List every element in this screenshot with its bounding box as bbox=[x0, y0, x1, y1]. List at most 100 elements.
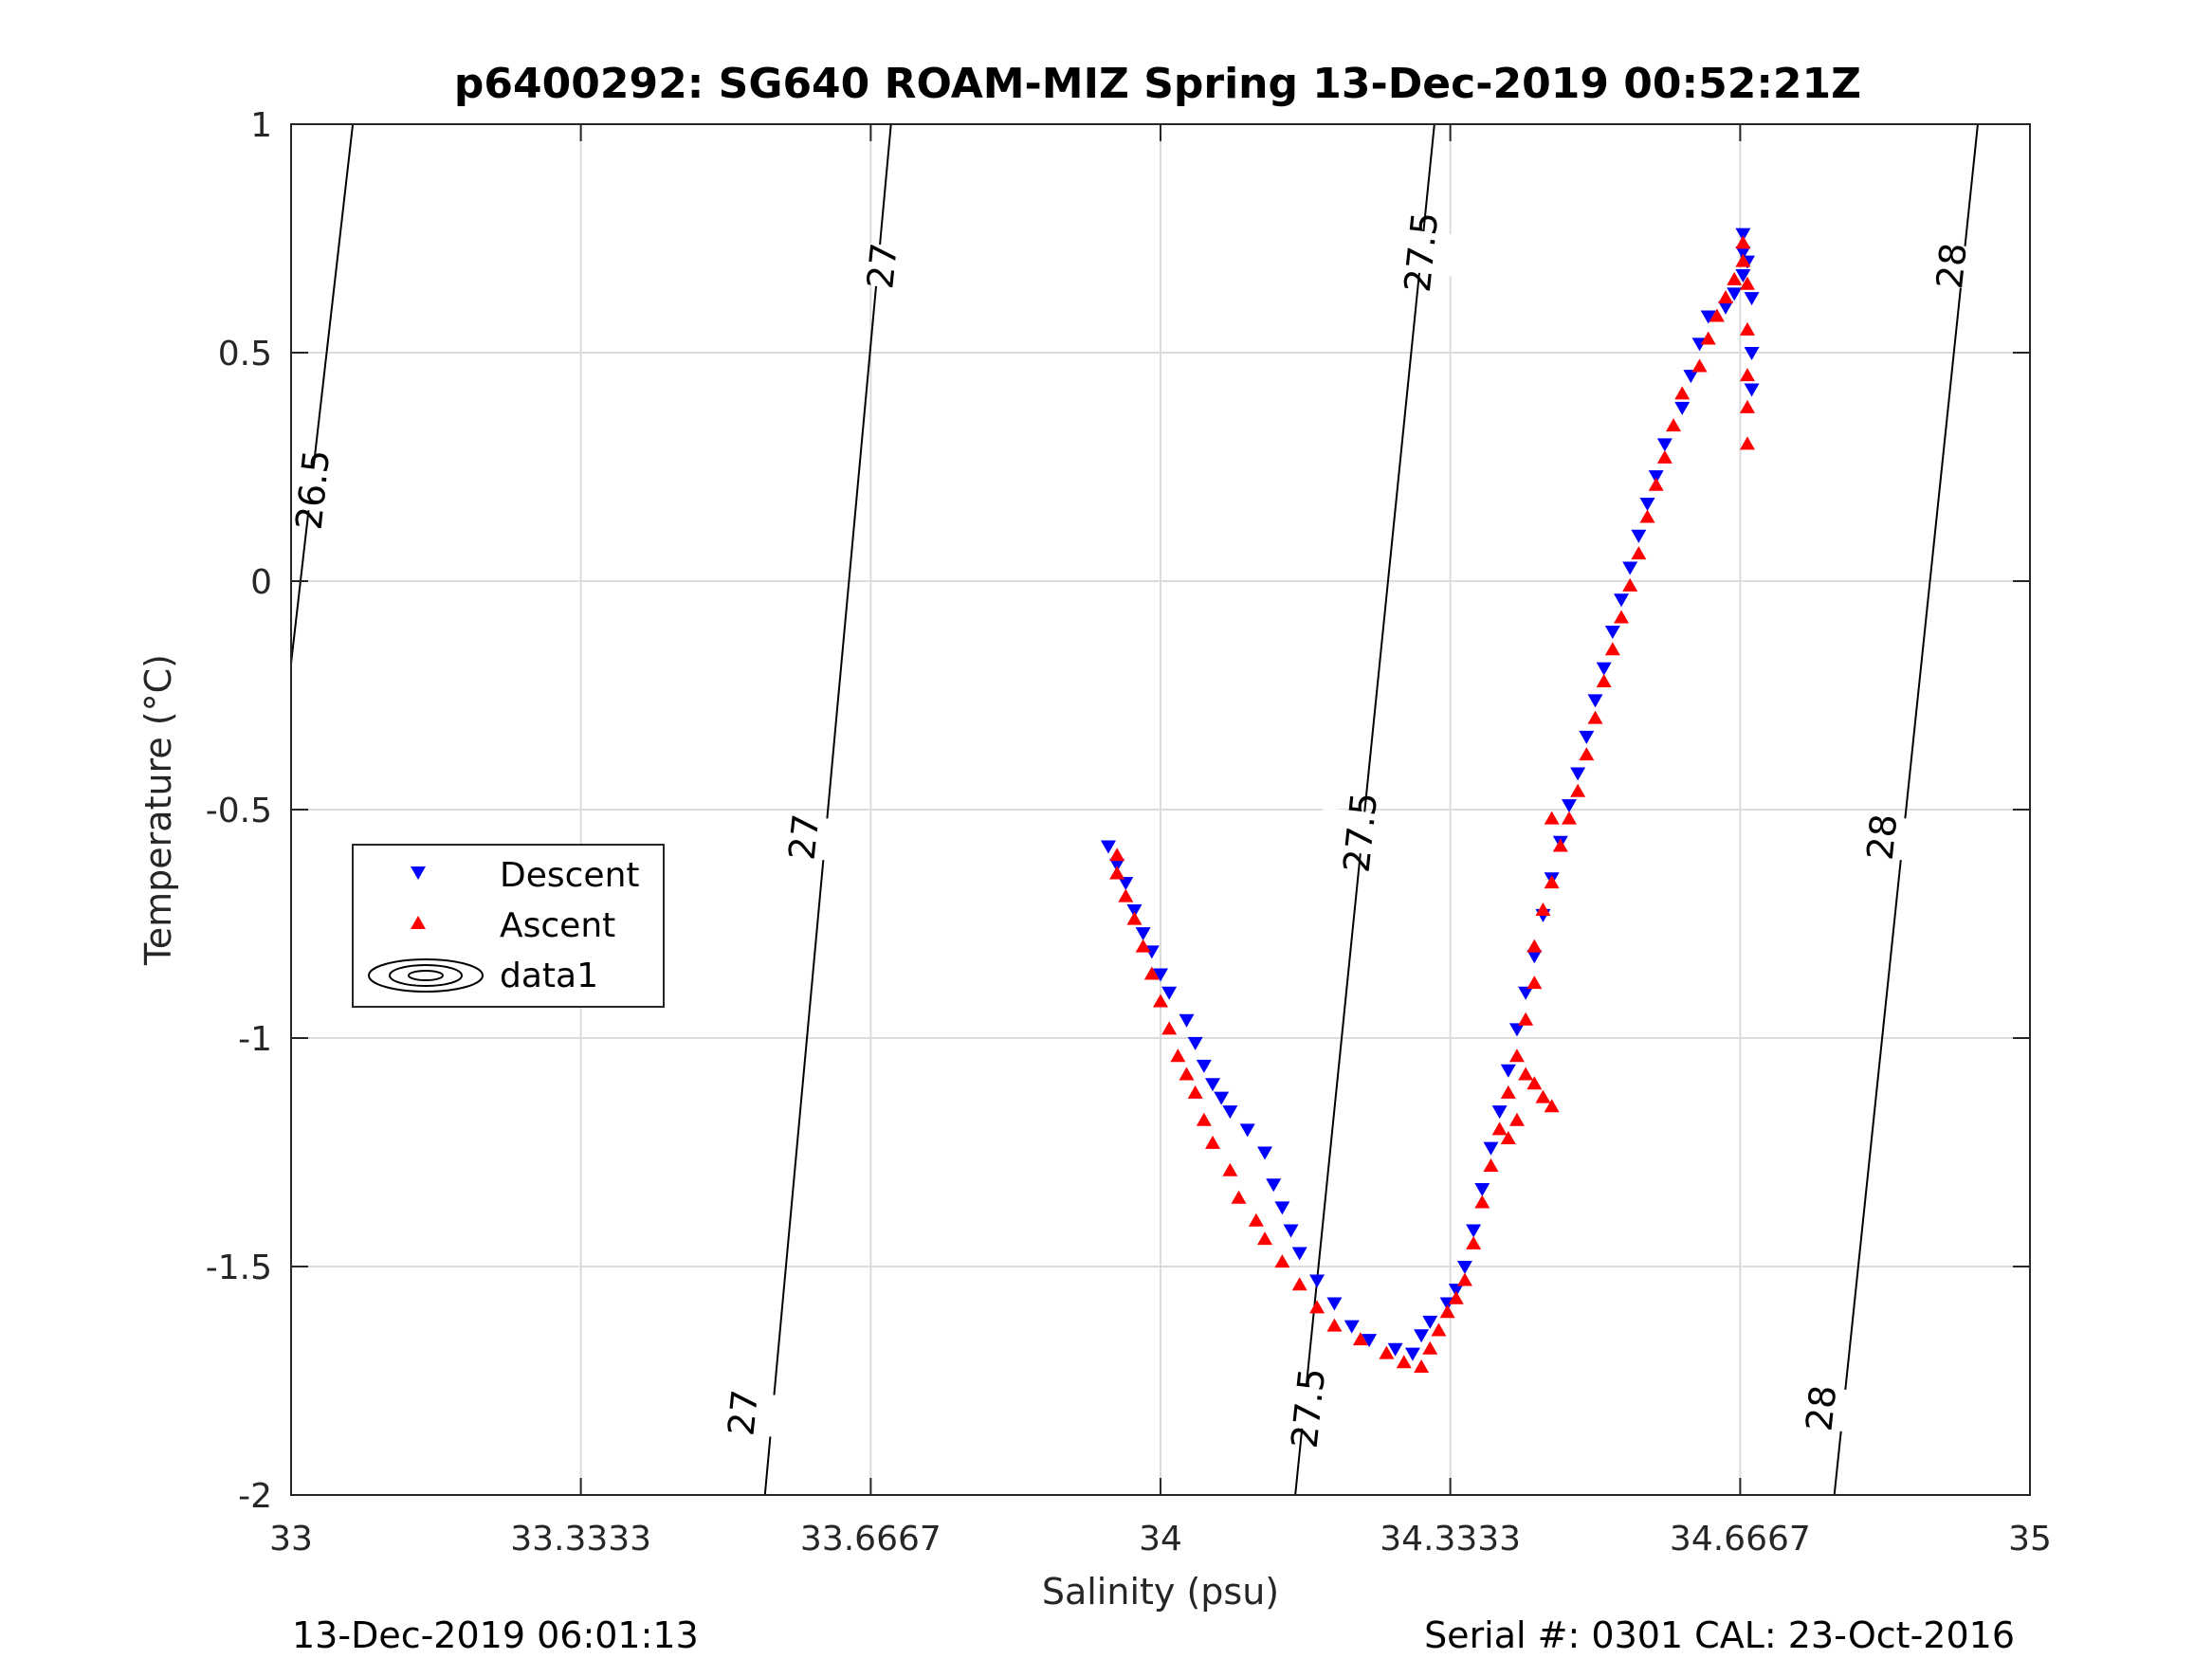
descent-point bbox=[1161, 986, 1178, 1000]
ascent-point bbox=[1179, 1066, 1195, 1081]
footer-serial-cal: Serial #: 0301 CAL: 23-Oct-2016 bbox=[1424, 1614, 2015, 1656]
descent-point bbox=[1118, 877, 1134, 891]
descent-point bbox=[1596, 662, 1612, 676]
ascent-point bbox=[1535, 1089, 1551, 1103]
ascent-point bbox=[1739, 276, 1755, 290]
contour-label: 27.5 bbox=[1397, 210, 1447, 295]
descent-point bbox=[1561, 799, 1577, 813]
ascent-point bbox=[1153, 994, 1168, 1008]
ascent-point bbox=[1735, 235, 1751, 249]
ascent-point bbox=[1518, 1066, 1534, 1081]
descent-point bbox=[1622, 561, 1638, 575]
x-tick-label: 35 bbox=[2008, 1520, 2052, 1559]
ascent-point bbox=[1222, 1162, 1238, 1176]
y-tick-label: -1 bbox=[238, 1020, 272, 1059]
descent-point bbox=[1727, 287, 1743, 301]
ascent-point bbox=[1379, 1345, 1395, 1359]
ascent-point bbox=[1709, 308, 1725, 322]
descent-point bbox=[1404, 1347, 1420, 1361]
ascent-point bbox=[1474, 1194, 1490, 1209]
ascent-point bbox=[1274, 1254, 1290, 1268]
ascent-point bbox=[1109, 866, 1125, 880]
descent-point bbox=[1422, 1315, 1438, 1329]
descent-point bbox=[1109, 858, 1125, 872]
descent-point bbox=[1735, 269, 1751, 283]
density-contour-sigma-26-5 bbox=[290, 123, 355, 664]
density-contour-sigma-27-5 bbox=[1294, 123, 1435, 1496]
ascent-point bbox=[1396, 1355, 1412, 1369]
descent-point bbox=[1656, 438, 1673, 452]
ascent-point bbox=[1561, 811, 1577, 825]
contour-label: 27 bbox=[781, 812, 828, 863]
x-tick-label: 34.6667 bbox=[1670, 1520, 1811, 1559]
ascent-point bbox=[1631, 546, 1647, 560]
ascent-point bbox=[1648, 477, 1664, 491]
ascent-point bbox=[1431, 1322, 1447, 1337]
ascent-point bbox=[1309, 1300, 1325, 1314]
descent-point bbox=[1744, 347, 1760, 360]
ascent-point bbox=[1352, 1332, 1368, 1346]
ascent-point bbox=[1596, 674, 1612, 688]
ascent-point bbox=[1739, 399, 1755, 413]
descent-point bbox=[1614, 593, 1630, 608]
descent-point bbox=[1735, 228, 1751, 242]
ascent-point bbox=[1326, 1318, 1343, 1332]
legend-contour-icon bbox=[368, 958, 484, 993]
ascent-point bbox=[1526, 939, 1543, 953]
ascent-point bbox=[1456, 1272, 1472, 1286]
descent-point bbox=[1604, 626, 1620, 640]
descent-point bbox=[1700, 310, 1716, 324]
y-tick-label: 1 bbox=[250, 106, 272, 145]
ascent-point bbox=[1587, 710, 1603, 724]
ascent-point bbox=[1735, 253, 1751, 267]
ascent-point bbox=[1526, 1076, 1543, 1090]
ascent-point bbox=[1604, 642, 1620, 656]
legend-ascent-marker-icon bbox=[411, 916, 426, 929]
ascent-point bbox=[1187, 1085, 1203, 1099]
descent-point bbox=[1187, 1036, 1203, 1050]
descent-point bbox=[1239, 1123, 1255, 1138]
descent-point bbox=[1639, 498, 1655, 512]
descent-point bbox=[1683, 370, 1699, 384]
density-contour-sigma-28 bbox=[1833, 123, 1979, 1496]
ascent-point bbox=[1674, 386, 1691, 400]
ascent-series bbox=[1109, 235, 1755, 1374]
descent-point bbox=[1735, 246, 1751, 260]
legend-data1-label: data1 bbox=[500, 957, 598, 995]
ascent-point bbox=[1196, 1112, 1212, 1126]
footer-timestamp: 13-Dec-2019 06:01:13 bbox=[292, 1614, 699, 1656]
ascent-point bbox=[1161, 1021, 1178, 1035]
ascent-point bbox=[1500, 1131, 1516, 1145]
ascent-point bbox=[1552, 838, 1568, 852]
contour-label: 27 bbox=[859, 241, 905, 291]
ascent-point bbox=[1291, 1277, 1307, 1291]
contour-label: 26.5 bbox=[288, 447, 338, 532]
y-tick-label: -0.5 bbox=[206, 792, 272, 830]
contour-label-bg bbox=[761, 811, 847, 863]
x-tick-label: 33 bbox=[269, 1520, 313, 1559]
density-contour-sigma-27 bbox=[763, 123, 892, 1496]
descent-point bbox=[1491, 1105, 1508, 1120]
x-axis-label: Salinity (psu) bbox=[1042, 1571, 1279, 1613]
descent-point bbox=[1362, 1334, 1378, 1348]
descent-point bbox=[1414, 1329, 1430, 1343]
ascent-point bbox=[1170, 1048, 1186, 1063]
ascent-point bbox=[1466, 1235, 1482, 1249]
x-tick-label: 33.6667 bbox=[800, 1520, 941, 1559]
descent-point bbox=[1718, 301, 1734, 315]
contour-label: 28 bbox=[1799, 1383, 1845, 1433]
descent-point bbox=[1448, 1284, 1464, 1298]
ascent-point bbox=[1231, 1190, 1247, 1204]
descent-point bbox=[1587, 694, 1603, 708]
contour-label: 27.5 bbox=[1336, 791, 1386, 875]
descent-point bbox=[1291, 1247, 1307, 1261]
contour-label-bg bbox=[1840, 811, 1925, 863]
contour-label-bg bbox=[1318, 807, 1402, 858]
ascent-point bbox=[1544, 1099, 1560, 1113]
descent-point bbox=[1570, 767, 1586, 781]
x-tick-label: 34.3333 bbox=[1380, 1520, 1521, 1559]
y-tick-label: 0.5 bbox=[218, 335, 272, 374]
ascent-point bbox=[1544, 811, 1560, 825]
ascent-point bbox=[1257, 1231, 1273, 1246]
contour-label-bg bbox=[1779, 1383, 1863, 1433]
